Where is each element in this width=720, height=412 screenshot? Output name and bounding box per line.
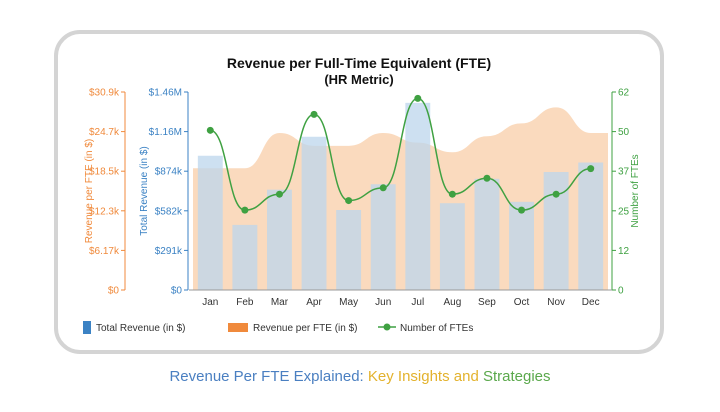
caption-part-4: Strategies: [482, 368, 551, 385]
left-outer-axis-label: Revenue per FTE (in $): [84, 139, 95, 244]
fte-point-jan: [206, 126, 214, 134]
total-revenue-bar-feb: [232, 224, 258, 290]
x-tick-label-apr: Apr: [306, 297, 322, 308]
fte-point-jun: [379, 184, 387, 192]
fte-point-apr: [310, 110, 318, 118]
right-tick-label-1: 50: [618, 127, 630, 138]
x-tick-label-sep: Sep: [478, 297, 496, 308]
total-revenue-bar-aug: [439, 203, 465, 290]
fte-point-dec: [587, 165, 595, 173]
x-tick-label-jun: Jun: [375, 297, 391, 308]
left-inner-axis-label: Total Revenue (in $): [139, 146, 150, 236]
caption-part-2: Key Insights: [367, 368, 450, 385]
right-tick-label-5: 0: [618, 286, 624, 297]
total-revenue-bar-jul: [405, 102, 431, 291]
x-tick-label-aug: Aug: [443, 297, 461, 308]
legend-label-total-revenue: Total Revenue (in $): [96, 323, 186, 334]
x-tick-label-nov: Nov: [547, 297, 565, 308]
axes: $30.9k $24.7k $18.5k $12.3k $6.17k $0 $1.46M $1…: [89, 88, 630, 309]
fte-point-jul: [414, 94, 422, 102]
legend: Total Revenue (in $) Revenue per FTE (in…: [83, 321, 473, 334]
total-revenue-bar-apr: [301, 136, 327, 290]
fte-line-layer: [206, 94, 595, 214]
caption: Revenue Per FTE Explained: Key Insights …: [0, 368, 720, 385]
fte-point-aug: [448, 190, 456, 198]
left_inner-tick-label-2: $874k: [155, 167, 183, 178]
x-tick-label-may: May: [339, 297, 358, 308]
left_inner-tick-label-3: $582k: [155, 206, 183, 217]
right-tick-label-0: 62: [618, 88, 630, 99]
left_inner-tick-label-1: $1.16M: [149, 127, 182, 138]
x-tick-label-jul: Jul: [411, 297, 424, 308]
left_outer-tick-label-0: $30.9k: [89, 88, 120, 99]
chart-title: Revenue per Full-Time Equivalent (FTE): [227, 55, 491, 71]
left_outer-tick-label-4: $6.17k: [89, 246, 120, 257]
legend-label-fte: Number of FTEs: [400, 323, 473, 334]
total-revenue-bar-may: [336, 209, 362, 290]
legend-swatch-fte-dot: [383, 323, 391, 331]
total-revenue-bars: [197, 102, 604, 291]
total-revenue-bar-nov: [543, 172, 569, 290]
fte-point-may: [345, 197, 353, 205]
left_inner-tick-label-5: $0: [171, 286, 183, 297]
left_outer-tick-label-1: $24.7k: [89, 127, 120, 138]
x-tick-label-jan: Jan: [202, 297, 218, 308]
total-revenue-bar-mar: [267, 189, 292, 290]
x-tick-label-mar: Mar: [271, 297, 289, 308]
left_inner-tick-label-4: $291k: [155, 246, 183, 257]
total-revenue-bar-jun: [370, 184, 396, 290]
right-tick-label-2: 37: [618, 167, 630, 178]
left_outer-tick-label-5: $0: [108, 286, 120, 297]
fte-point-feb: [241, 206, 249, 214]
chart-subtitle: (HR Metric): [324, 72, 393, 87]
x-tick-label-feb: Feb: [236, 297, 254, 308]
fte-point-oct: [518, 206, 526, 214]
fte-point-mar: [275, 190, 283, 198]
total-revenue-bar-dec: [578, 162, 604, 290]
right-tick-label-4: 12: [618, 246, 630, 257]
caption-part-3: and: [449, 368, 483, 385]
right-tick-label-3: 25: [618, 206, 630, 217]
total-revenue-bar-sep: [474, 178, 500, 290]
x-tick-label-dec: Dec: [582, 297, 600, 308]
fte-point-sep: [483, 174, 491, 182]
total-revenue-bar-oct: [509, 201, 534, 290]
total-revenue-bar-jan: [197, 155, 223, 290]
left_inner-tick-label-0: $1.46M: [149, 88, 182, 99]
left_outer-tick-label-2: $18.5k: [89, 167, 120, 178]
legend-swatch-revenue-per-fte: [228, 323, 248, 332]
revenue-per-fte-chart: $30.9k $24.7k $18.5k $12.3k $6.17k $0 $1.46M $1…: [83, 55, 641, 334]
left_outer-tick-label-3: $12.3k: [89, 206, 120, 217]
fte-point-nov: [552, 190, 560, 198]
caption-part-1: Revenue Per FTE Explained:: [169, 368, 368, 385]
legend-swatch-total-revenue: [83, 321, 91, 334]
x-tick-label-oct: Oct: [514, 297, 530, 308]
right-axis-label: Number of FTEs: [630, 154, 641, 227]
legend-label-revenue-per-fte: Revenue per FTE (in $): [253, 323, 358, 334]
